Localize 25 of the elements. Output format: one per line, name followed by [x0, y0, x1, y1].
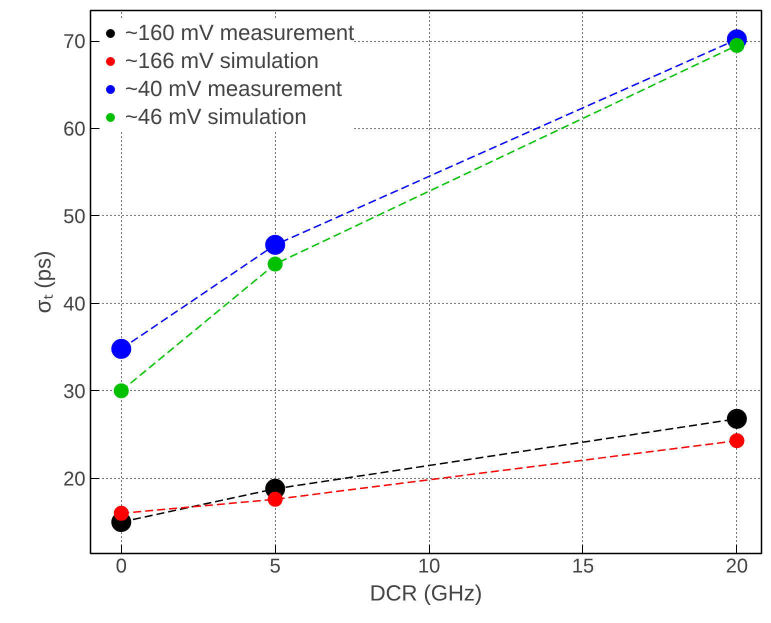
- x-tick-label: 0: [116, 556, 127, 578]
- x-axis-title: DCR (GHz): [370, 580, 482, 606]
- point: [114, 383, 129, 398]
- point: [726, 408, 747, 429]
- point: [111, 338, 132, 359]
- y-tick-label: 30: [63, 380, 86, 403]
- legend-label: ~160 mV measurement: [125, 20, 354, 46]
- legend-label: ~46 mV simulation: [125, 104, 307, 130]
- legend-label: ~166 mV simulation: [125, 48, 319, 74]
- y-axis-title: σₜ (ps): [30, 250, 56, 314]
- point: [268, 492, 283, 507]
- legend-label: ~40 mV measurement: [125, 76, 342, 102]
- y-tick-label: 20: [63, 468, 86, 490]
- y-tick-label: 70: [63, 31, 86, 54]
- x-tick-label: 20: [726, 556, 748, 578]
- point: [265, 234, 286, 255]
- y-tick-label: 60: [63, 118, 86, 141]
- y-tick-label: 40: [63, 293, 86, 316]
- point: [729, 433, 744, 448]
- y-tick-label: 50: [63, 206, 86, 228]
- point: [268, 256, 283, 272]
- x-tick-label: 5: [270, 556, 281, 578]
- x-tick-label: 15: [572, 556, 594, 578]
- point: [114, 506, 129, 521]
- x-tick-label: 10: [418, 556, 440, 578]
